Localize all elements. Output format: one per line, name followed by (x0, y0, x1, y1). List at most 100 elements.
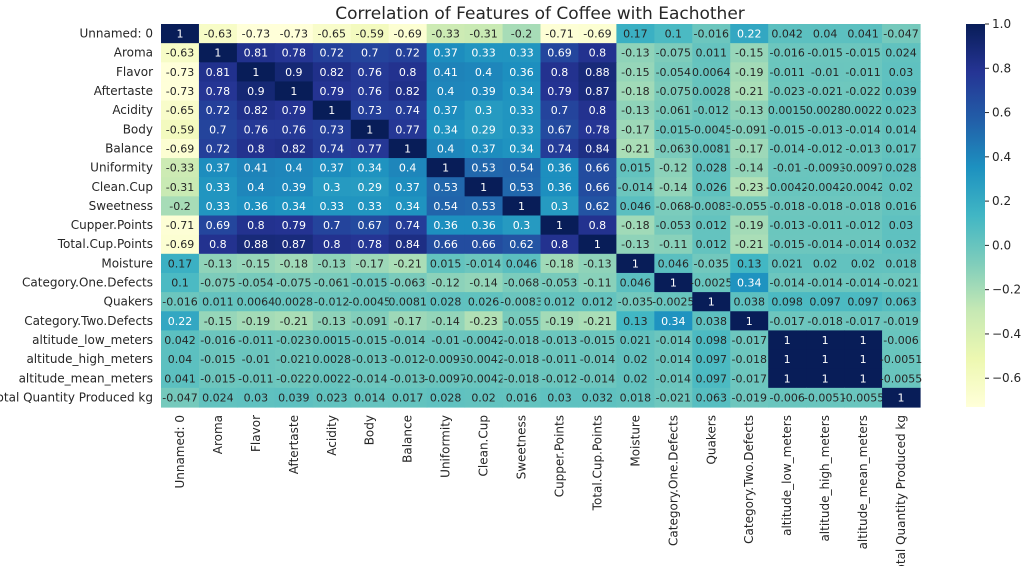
cell-value-label: -0.69 (166, 238, 194, 251)
cell-value-label: 0.33 (509, 47, 534, 60)
heatmap-cell (274, 330, 314, 351)
heatmap-cell (692, 43, 731, 63)
heatmap-cell (654, 272, 693, 293)
heatmap-cell (806, 62, 845, 83)
cell-value-label: -0.014 (807, 238, 842, 251)
heatmap-cell (161, 330, 200, 351)
heatmap-cell (730, 177, 769, 197)
cell-value-label: 0.53 (509, 181, 534, 194)
heatmap-cell (464, 24, 504, 44)
row-labels: Unnamed: 0 Aroma Flavor Aftertaste Acidity Bo… (0, 27, 153, 405)
heatmap-cell (198, 368, 238, 389)
heatmap-cell (161, 138, 200, 159)
cell-value-label: 0.76 (357, 85, 382, 98)
cell-value-label: 0.72 (320, 47, 345, 60)
heatmap-cell (540, 215, 580, 236)
heatmap-cell (730, 330, 769, 351)
cell-value-label: 0.67 (547, 123, 572, 136)
cell-value-label: 1 (442, 162, 449, 175)
cell-value-label: 0.81 (206, 66, 231, 79)
heatmap-cell (274, 292, 314, 312)
heatmap-cell (654, 158, 693, 178)
cell-value-label: 0.22 (168, 315, 193, 328)
heatmap-cell (426, 81, 466, 102)
cell-value-label: 0.74 (547, 142, 572, 155)
heatmap-cell (161, 24, 200, 44)
cell-value-label: 0.34 (433, 123, 458, 136)
heatmap-cell (616, 311, 655, 331)
cell-value-label: 0.097 (809, 296, 841, 309)
heatmap-cell (578, 272, 617, 293)
heatmap-cell (426, 349, 466, 370)
row-tick-label: Sweetness (89, 199, 153, 213)
heatmap-cell (388, 234, 428, 255)
heatmap-cell (692, 196, 731, 217)
heatmap-cell (806, 138, 845, 159)
heatmap-cell (312, 387, 352, 408)
heatmap-cell (236, 158, 276, 178)
cell-value-label: -0.016 (694, 28, 729, 41)
colorbar-tick-label: 0.4 (992, 150, 1011, 164)
heatmap-cell (388, 311, 428, 331)
heatmap-cell (274, 100, 314, 121)
cell-value-label: 0.13 (737, 257, 762, 270)
row-tick-label: Balance (105, 141, 153, 155)
heatmap-cell (616, 196, 655, 217)
cell-value-label: -0.19 (735, 66, 763, 79)
heatmap-cell (540, 100, 580, 121)
cell-value-label: 0.72 (206, 142, 231, 155)
heatmap-cell (730, 292, 769, 312)
heatmap-cell (198, 119, 238, 140)
cell-value-label: 0.039 (278, 391, 310, 404)
heatmap-cell (236, 368, 276, 389)
cell-value-label: 0.03 (547, 391, 572, 404)
heatmap-cell (654, 311, 693, 331)
heatmap-cell (540, 138, 580, 159)
cell-value-label: 0.026 (696, 181, 728, 194)
heatmap-cell (540, 311, 580, 331)
cell-value-label: 0.03 (889, 219, 914, 232)
heatmap-cell (540, 24, 580, 44)
cell-value-label: 0.84 (585, 142, 610, 155)
heatmap-cell (274, 196, 314, 217)
cell-value-label: 0.84 (395, 238, 420, 251)
cell-value-label: -0.018 (769, 200, 804, 213)
heatmap-cell (502, 196, 542, 217)
heatmap-cell (350, 234, 390, 255)
heatmap-cell (464, 387, 504, 408)
column-tick-label: altitude_low_meters (780, 415, 794, 536)
heatmap-cell (768, 368, 807, 389)
cell-value-label: -0.014 (656, 334, 691, 347)
cell-value-label: -0.63 (204, 28, 232, 41)
cell-value-label: 0.7 (361, 47, 379, 60)
cell-value-label: -0.71 (166, 219, 194, 232)
cell-value-label: 0.02 (623, 353, 648, 366)
heatmap-cell (844, 234, 883, 255)
heatmap-cell (844, 158, 883, 178)
cell-value-label: -0.31 (166, 181, 194, 194)
cell-value-label: 0.041 (164, 372, 196, 385)
cell-value-label: 0.4 (437, 142, 455, 155)
cell-value-label: 0.34 (509, 85, 534, 98)
heatmap-cell (882, 272, 921, 293)
colorbar-tick-label: 0.6 (992, 106, 1011, 120)
cell-value-label: -0.016 (200, 334, 235, 347)
cell-value-label: -0.018 (731, 353, 766, 366)
cell-value-label: 0.4 (399, 162, 417, 175)
cell-value-label: -0.014 (769, 142, 804, 155)
heatmap-cell (161, 43, 200, 63)
cell-value-label: 1 (404, 142, 411, 155)
heatmap-cell (312, 311, 352, 331)
cell-value-label: -0.015 (200, 353, 235, 366)
cell-value-label: 0.88 (244, 238, 269, 251)
heatmap-cell (882, 368, 921, 389)
cell-value-label: -0.0045 (690, 123, 732, 136)
heatmap-cell (236, 272, 276, 293)
cell-value-label: -0.14 (735, 162, 763, 175)
heatmap-cell (161, 272, 200, 293)
heatmap-cell (616, 368, 655, 389)
cell-value-label: -0.012 (542, 372, 577, 385)
heatmap-cell (198, 81, 238, 102)
heatmap-cell (882, 311, 921, 331)
cell-value-label: 0.012 (544, 296, 576, 309)
